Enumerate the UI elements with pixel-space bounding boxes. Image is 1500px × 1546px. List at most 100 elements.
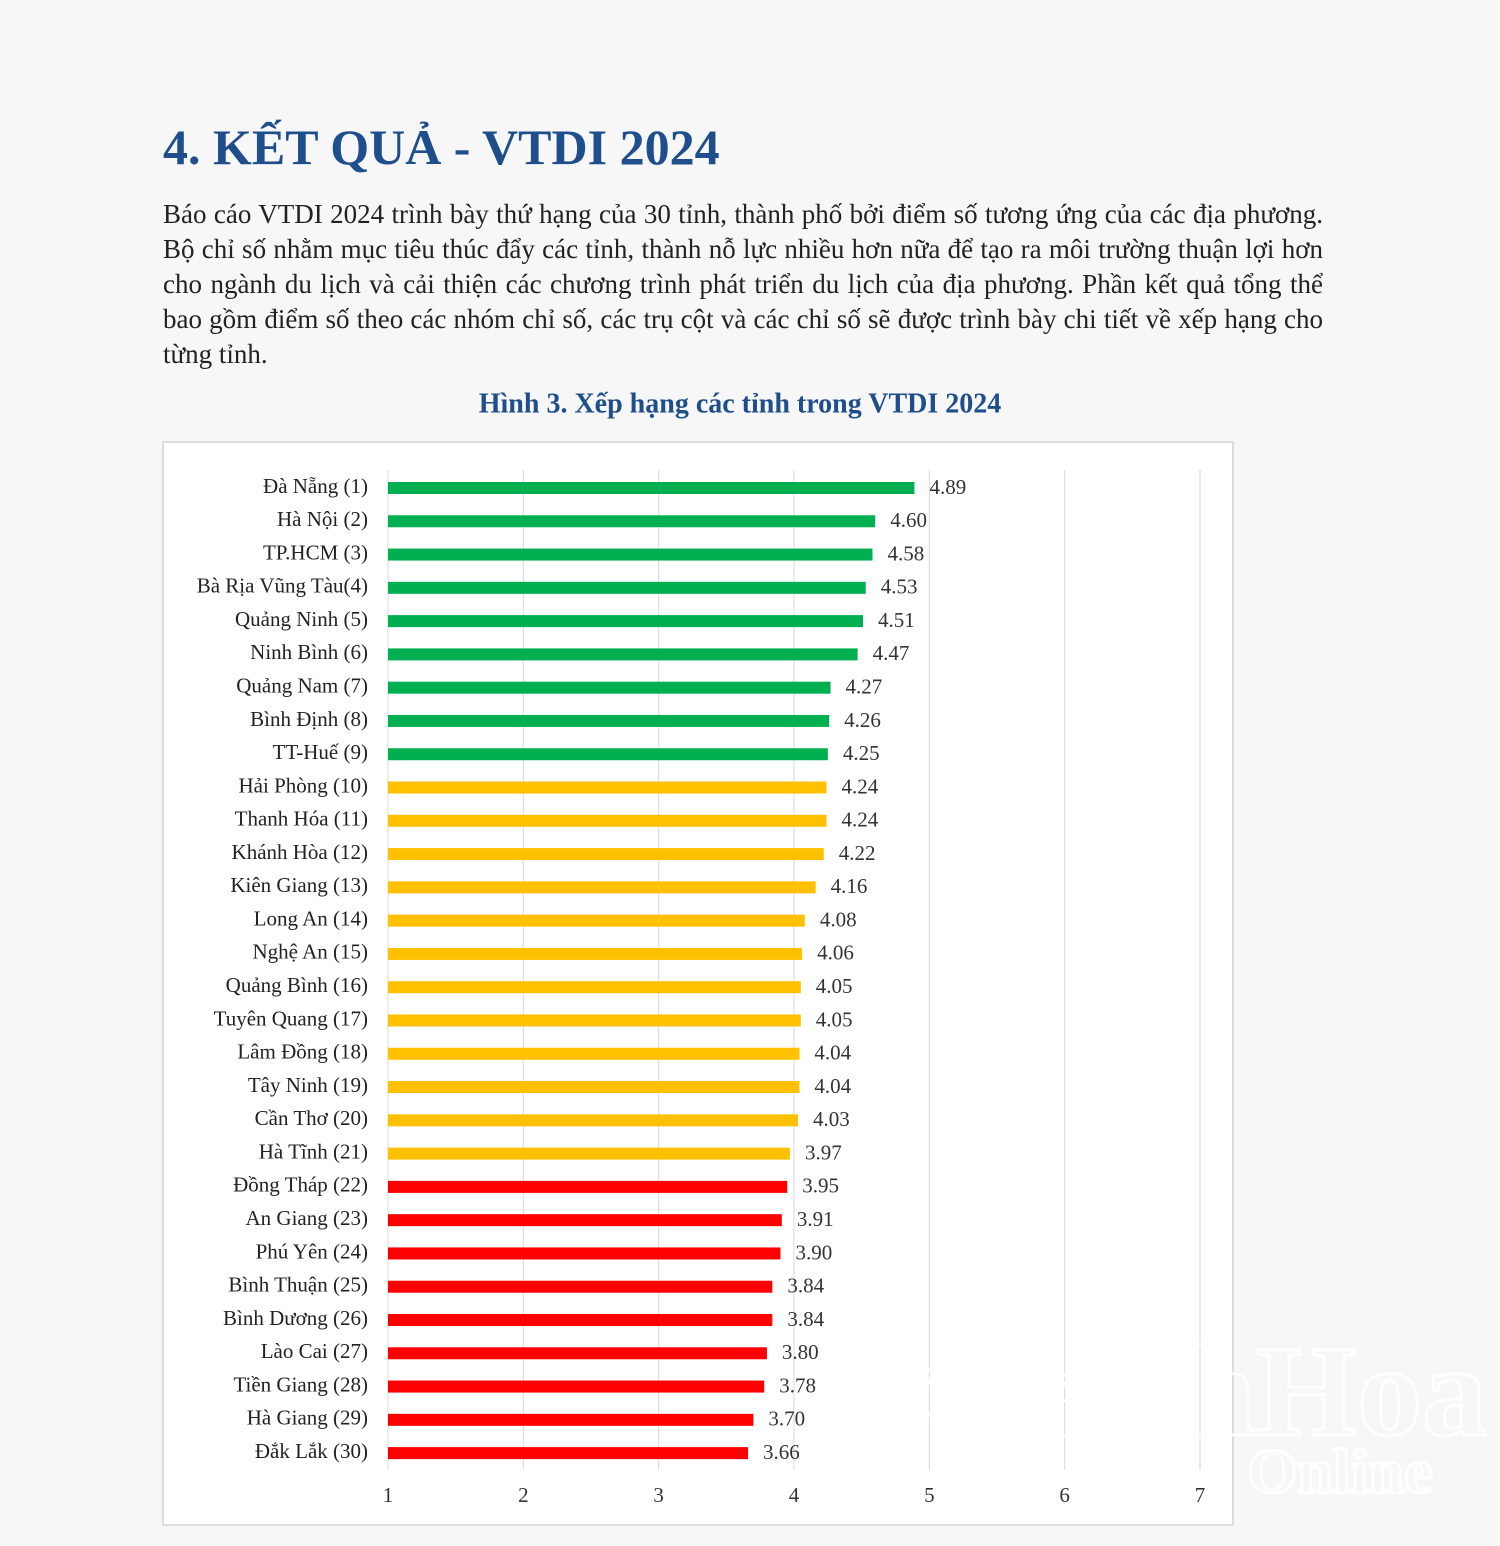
bar: [388, 848, 824, 861]
value-label: 3.95: [802, 1174, 839, 1198]
bar: [388, 1380, 765, 1393]
x-tick-label: 3: [653, 1483, 664, 1507]
bar: [388, 1347, 767, 1360]
value-label: 4.08: [820, 907, 857, 931]
bar: [388, 681, 831, 694]
bar: [388, 1413, 754, 1426]
value-label: 4.05: [816, 974, 853, 998]
y-tick-label: Hà Nội (2): [277, 507, 368, 531]
y-tick-label: Tây Ninh (19): [248, 1073, 368, 1097]
y-tick-label: Hà Giang (29): [247, 1406, 368, 1430]
y-tick-label: An Giang (23): [246, 1206, 368, 1230]
bar: [388, 648, 858, 661]
value-label: 3.91: [797, 1207, 834, 1231]
value-label: 4.27: [846, 674, 883, 698]
value-label: 4.06: [817, 941, 854, 965]
y-tick-label: Hà Tĩnh (21): [259, 1139, 368, 1163]
y-tick-label: Đà Nẵng (1): [263, 474, 368, 498]
value-label: 3.66: [763, 1440, 800, 1464]
y-tick-label: Hải Phòng (10): [239, 773, 369, 797]
value-label: 3.84: [787, 1307, 824, 1331]
value-label: 3.70: [768, 1407, 805, 1431]
bar: [388, 615, 864, 628]
value-label: 4.60: [890, 508, 927, 532]
bar: [388, 482, 915, 494]
bar: [388, 914, 805, 927]
value-label: 4.24: [841, 774, 878, 798]
bar: [388, 1214, 782, 1227]
watermark: Online: [1248, 1436, 1433, 1507]
bar: [388, 1014, 801, 1027]
value-label: 3.90: [795, 1240, 832, 1264]
bar: [388, 881, 816, 894]
y-tick-label: Thanh Hóa (11): [235, 807, 368, 831]
bar: [388, 1280, 773, 1293]
value-label: 4.04: [814, 1074, 851, 1098]
value-label: 4.47: [873, 641, 910, 665]
value-label: 4.24: [841, 808, 878, 832]
bar: [388, 1114, 799, 1127]
bar: [388, 748, 828, 761]
heading: 4. KẾT QUẢ - VTDI 2024: [163, 119, 720, 175]
x-tick-label: 1: [383, 1483, 394, 1507]
value-label: 4.26: [844, 708, 881, 732]
y-tick-label: Đắk Lắk (30): [255, 1439, 368, 1463]
y-tick-label: Lào Cai (27): [261, 1339, 368, 1363]
value-label: 4.53: [881, 575, 918, 599]
value-label: 4.03: [813, 1107, 850, 1131]
y-tick-label: Ninh Bình (6): [250, 640, 368, 664]
y-tick-label: Bình Định (8): [250, 707, 368, 731]
value-label: 4.25: [843, 741, 880, 765]
y-tick-label: Khánh Hòa (12): [232, 840, 368, 864]
y-tick-label: Long An (14): [254, 906, 368, 930]
y-tick-label: TT-Huế (9): [273, 740, 368, 764]
watermark: KhanhHoa: [873, 1320, 1487, 1464]
value-label: 4.22: [839, 841, 876, 865]
value-label: 3.84: [787, 1274, 824, 1298]
paragraph: Báo cáo VTDI 2024 trình bày thứ hạng của…: [163, 199, 1323, 369]
bar: [388, 515, 876, 528]
bar: [388, 1147, 790, 1160]
y-tick-label: Tiền Giang (28): [233, 1372, 368, 1396]
y-tick-label: Cần Thơ (20): [255, 1106, 368, 1130]
y-tick-label: TP.HCM (3): [263, 540, 368, 564]
y-tick-label: Lâm Đồng (18): [237, 1040, 368, 1064]
bar: [388, 1447, 748, 1460]
value-label: 4.58: [887, 541, 924, 565]
y-tick-label: Bình Dương (26): [223, 1306, 368, 1330]
value-label: 3.80: [782, 1340, 819, 1364]
y-tick-label: Kiên Giang (13): [230, 873, 368, 897]
bar: [388, 981, 801, 994]
y-tick-label: Bình Thuận (25): [228, 1273, 368, 1297]
bar: [388, 1047, 800, 1060]
y-tick-label: Đồng Tháp (22): [233, 1173, 368, 1197]
y-tick-label: Phú Yên (24): [256, 1239, 368, 1263]
value-label: 4.16: [831, 874, 868, 898]
value-label: 4.89: [929, 475, 966, 499]
x-tick-label: 5: [924, 1483, 935, 1507]
y-tick-label: Tuyên Quang (17): [214, 1006, 368, 1030]
x-tick-label: 2: [518, 1483, 529, 1507]
value-label: 4.51: [878, 608, 915, 632]
bar: [388, 714, 830, 727]
y-tick-label: Quảng Ninh (5): [235, 607, 368, 631]
y-tick-label: Nghệ An (15): [253, 940, 368, 964]
y-tick-label: Quảng Nam (7): [236, 673, 368, 697]
y-tick-label: Quảng Bình (16): [226, 973, 368, 997]
value-label: 4.05: [816, 1007, 853, 1031]
chart-title: Hình 3. Xếp hạng các tỉnh trong VTDI 202…: [479, 388, 1002, 419]
value-label: 4.04: [814, 1041, 851, 1065]
bar: [388, 1081, 800, 1094]
bar: [388, 814, 827, 827]
bar: [388, 1314, 773, 1326]
x-tick-label: 4: [789, 1483, 800, 1507]
bar: [388, 548, 873, 561]
value-label: 3.78: [779, 1373, 816, 1397]
value-label: 3.97: [805, 1140, 842, 1164]
bar: [388, 1247, 781, 1260]
x-tick-label: 6: [1059, 1483, 1070, 1507]
bar: [388, 947, 803, 960]
bar: [388, 1180, 788, 1193]
